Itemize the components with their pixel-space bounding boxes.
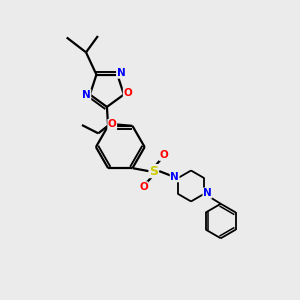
Text: S: S — [149, 165, 158, 178]
Text: N: N — [117, 68, 125, 78]
Text: N: N — [82, 90, 91, 100]
Text: N: N — [203, 188, 212, 198]
Text: N: N — [170, 172, 179, 182]
Text: O: O — [159, 150, 168, 161]
Text: O: O — [108, 119, 117, 129]
Text: O: O — [123, 88, 132, 98]
Text: O: O — [139, 182, 148, 192]
